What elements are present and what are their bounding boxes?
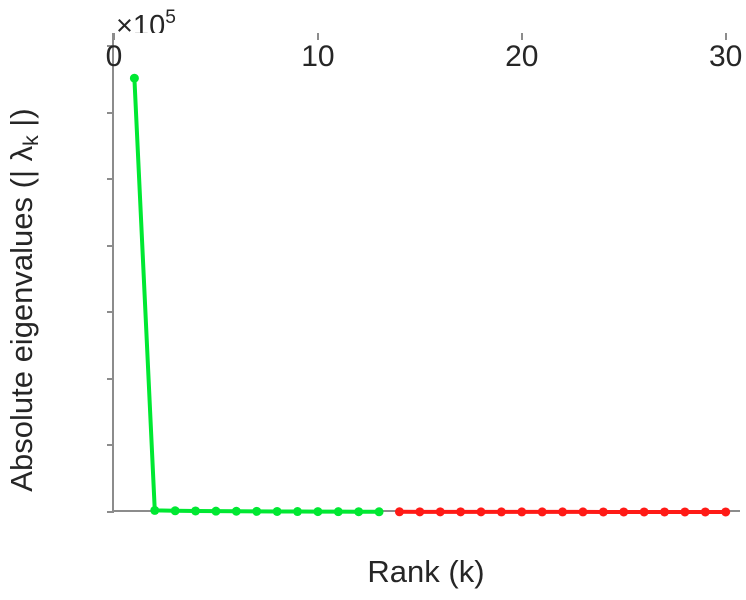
data-point-marker bbox=[660, 507, 670, 517]
data-point-marker bbox=[293, 507, 303, 517]
data-point-marker bbox=[639, 507, 649, 517]
plot-area: 00.511.522.533.50102030 bbox=[106, 33, 743, 517]
data-point-marker bbox=[150, 505, 160, 515]
data-point-marker bbox=[578, 507, 588, 517]
data-point-marker bbox=[700, 507, 710, 517]
x-axis-tick-label: 30 bbox=[709, 40, 743, 73]
data-point-marker bbox=[496, 507, 506, 517]
series-trailing-eigenvalues bbox=[394, 507, 731, 517]
x-axis-tick-mark bbox=[520, 33, 523, 40]
data-point-marker bbox=[415, 507, 425, 517]
y-axis-title-tail: |) bbox=[4, 108, 39, 136]
data-point-marker bbox=[313, 507, 323, 517]
x-axis-tick-label: 0 bbox=[105, 40, 123, 73]
y-axis-tick-mark bbox=[107, 311, 114, 314]
data-point-marker bbox=[394, 507, 404, 517]
x-axis-tick-mark bbox=[316, 33, 319, 40]
y-axis-tick-mark bbox=[107, 511, 114, 513]
series-leading-eigenvalues bbox=[129, 73, 384, 517]
y-axis-exponent-power: 5 bbox=[165, 7, 176, 28]
data-point-marker bbox=[537, 507, 547, 517]
y-axis-tick-mark bbox=[107, 45, 114, 48]
data-point-marker bbox=[374, 507, 384, 517]
data-point-marker bbox=[619, 507, 629, 517]
data-point-marker bbox=[272, 506, 282, 516]
y-axis-title-subscript: k bbox=[19, 135, 43, 146]
data-point-marker bbox=[598, 507, 608, 517]
data-point-marker bbox=[456, 507, 466, 517]
y-axis-tick-mark bbox=[107, 444, 114, 447]
data-point-marker bbox=[231, 506, 241, 516]
series-canvas bbox=[129, 73, 731, 517]
data-point-marker bbox=[680, 507, 690, 517]
data-point-marker bbox=[517, 507, 527, 517]
x-axis-tick-label: 20 bbox=[505, 40, 539, 73]
data-point-marker bbox=[476, 507, 486, 517]
data-point-marker bbox=[211, 506, 221, 516]
y-axis-tick-mark bbox=[107, 178, 114, 181]
y-axis-title: Absolute eigenvalues (| λk |) bbox=[0, 0, 44, 600]
x-axis-title: Rank (k) bbox=[367, 554, 485, 589]
y-axis-title-main: Absolute eigenvalues (| λ bbox=[4, 145, 39, 492]
y-axis-tick-mark bbox=[107, 111, 114, 114]
y-axis-tick-mark bbox=[107, 377, 114, 380]
x-axis-tick-mark bbox=[724, 33, 727, 40]
x-axis-tick-label: 10 bbox=[301, 40, 335, 73]
series-layer bbox=[129, 73, 731, 517]
data-point-marker bbox=[170, 506, 180, 516]
data-point-marker bbox=[558, 507, 568, 517]
data-point-marker bbox=[129, 73, 139, 83]
data-point-marker bbox=[354, 507, 364, 517]
series-line bbox=[132, 76, 382, 514]
data-point-marker bbox=[191, 506, 201, 516]
x-axis-tick-mark bbox=[113, 33, 115, 40]
data-point-marker bbox=[252, 506, 262, 516]
y-axis-tick-mark bbox=[107, 244, 114, 247]
data-point-marker bbox=[333, 507, 343, 517]
data-point-marker bbox=[721, 507, 731, 517]
data-point-marker bbox=[435, 507, 445, 517]
